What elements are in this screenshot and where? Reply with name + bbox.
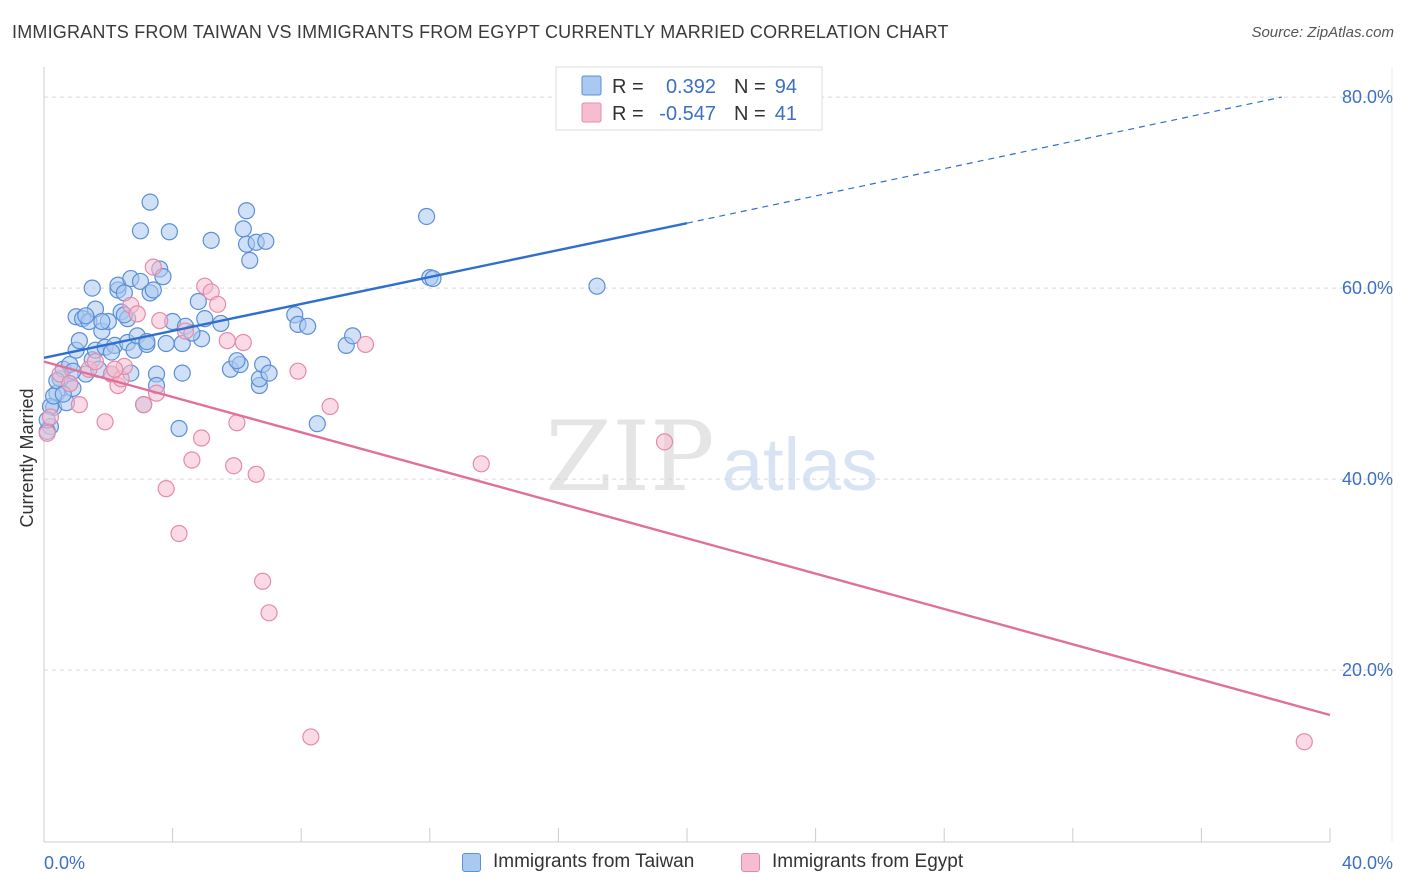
series-legend: Immigrants from Taiwan Immigrants from E… (0, 851, 1406, 879)
egypt-point-18 (157, 480, 175, 498)
taiwan-point-71 (299, 317, 317, 335)
taiwan-point-16 (83, 279, 101, 297)
egypt-point-33 (289, 362, 307, 380)
axes (43, 67, 1393, 843)
y-tick-label-2: 40.0% (1342, 469, 1393, 489)
taiwan-point-45 (157, 334, 175, 353)
egypt-point-7 (96, 413, 114, 431)
egypt-point-15 (144, 258, 162, 276)
egypt-point-36 (356, 335, 375, 354)
egypt-point-39 (1295, 733, 1313, 751)
egypt-point-38 (655, 433, 674, 451)
taiwan-point-38 (141, 193, 159, 211)
taiwan-point-50 (173, 364, 191, 382)
egypt-point-31 (254, 572, 272, 590)
taiwan-point-52 (189, 292, 207, 311)
egypt-point-25 (209, 295, 227, 313)
egypt-point-29 (234, 333, 252, 352)
egypt-point-34 (302, 728, 320, 746)
egypt-point-26 (218, 332, 236, 350)
legend-n-label-egypt: N = (734, 103, 766, 125)
egypt-point-27 (225, 457, 243, 475)
x-tick-label-0: 0.0% (44, 853, 85, 873)
taiwan-point-55 (202, 231, 220, 249)
x-tick-label-1: 40.0% (1342, 853, 1393, 873)
egypt-point-22 (192, 429, 211, 447)
legend-n-label-taiwan: N = (734, 76, 766, 98)
taiwan-trend-line (43, 221, 688, 359)
legend-label-egypt: Immigrants from Egypt (772, 851, 964, 872)
taiwan-point-86 (93, 312, 111, 331)
taiwan-point-35 (131, 222, 150, 240)
tick-labels: 80.0% 60.0% 40.0% 20.0% 0.0% 40.0% (44, 87, 1393, 873)
legend-n-value-taiwan: 94 (775, 76, 797, 98)
egypt-point-0 (38, 424, 56, 442)
egypt-point-21 (183, 451, 201, 469)
y-tick-label-0: 80.0% (1342, 87, 1393, 107)
egypt-point-35 (321, 397, 339, 416)
watermark-atlas: atlas (722, 423, 878, 506)
legend-swatch-taiwan-bottom (462, 852, 481, 872)
egypt-point-30 (247, 465, 265, 483)
taiwan-point-34 (131, 272, 150, 291)
legend-r-label-taiwan: R = (612, 76, 644, 98)
taiwan-point-59 (234, 220, 252, 238)
egypt-points (38, 258, 1313, 751)
taiwan-point-56 (212, 314, 230, 333)
y-axis-title: Currently Married (17, 388, 37, 527)
taiwan-point-11 (70, 332, 88, 350)
legend-r-value-egypt: -0.547 (659, 103, 716, 125)
egypt-trend-line (43, 360, 1331, 717)
taiwan-point-74 (344, 327, 362, 345)
egypt-point-32 (260, 604, 278, 622)
legend-r-label-egypt: R = (612, 103, 644, 125)
legend-label-taiwan: Immigrants from Taiwan (493, 851, 695, 872)
legend: R = 0.392 N = 94 R = -0.547 N = 41 (555, 66, 823, 131)
chart-title: IMMIGRANTS FROM TAIWAN VS IMMIGRANTS FRO… (12, 22, 949, 42)
gridlines (44, 96, 1392, 671)
egypt-point-14 (135, 396, 153, 414)
taiwan-point-46 (160, 223, 178, 241)
taiwan-point-67 (257, 232, 275, 250)
y-tick-label-3: 20.0% (1342, 660, 1393, 680)
legend-n-value-egypt: 41 (775, 103, 797, 125)
egypt-point-17 (151, 311, 169, 330)
taiwan-points (38, 193, 606, 440)
legend-item-egypt[interactable]: Immigrants from Egypt (741, 851, 963, 873)
taiwan-point-75 (417, 207, 436, 226)
y-tick-label-1: 60.0% (1342, 278, 1393, 298)
taiwan-point-40 (144, 281, 162, 299)
egypt-point-37 (472, 455, 490, 473)
egypt-point-3 (61, 375, 79, 393)
trend-lines (43, 96, 1331, 717)
taiwan-point-92 (228, 352, 246, 370)
source-credit: Source: ZipAtlas.com (1251, 24, 1394, 41)
egypt-point-13 (128, 305, 146, 323)
taiwan-point-68 (260, 364, 278, 382)
taiwan-point-48 (170, 419, 188, 438)
watermark-zip: ZIP (545, 401, 714, 513)
egypt-point-6 (86, 353, 105, 371)
legend-item-taiwan[interactable]: Immigrants from Taiwan (462, 851, 694, 873)
egypt-point-4 (70, 396, 88, 414)
egypt-point-40 (106, 360, 124, 378)
taiwan-point-72 (308, 415, 326, 433)
legend-swatch-egypt-bottom (741, 852, 760, 872)
legend-swatch-taiwan (581, 75, 602, 96)
legend-swatch-egypt (581, 102, 602, 123)
taiwan-point-87 (102, 343, 121, 361)
taiwan-point-78 (588, 277, 606, 295)
legend-r-value-taiwan: 0.392 (666, 76, 716, 98)
egypt-point-20 (176, 322, 195, 340)
egypt-point-19 (170, 524, 188, 543)
taiwan-point-62 (241, 251, 259, 270)
taiwan-point-61 (237, 202, 256, 220)
taiwan-trend-extension (686, 96, 1282, 224)
egypt-point-1 (41, 408, 60, 426)
taiwan-point-85 (77, 307, 95, 325)
